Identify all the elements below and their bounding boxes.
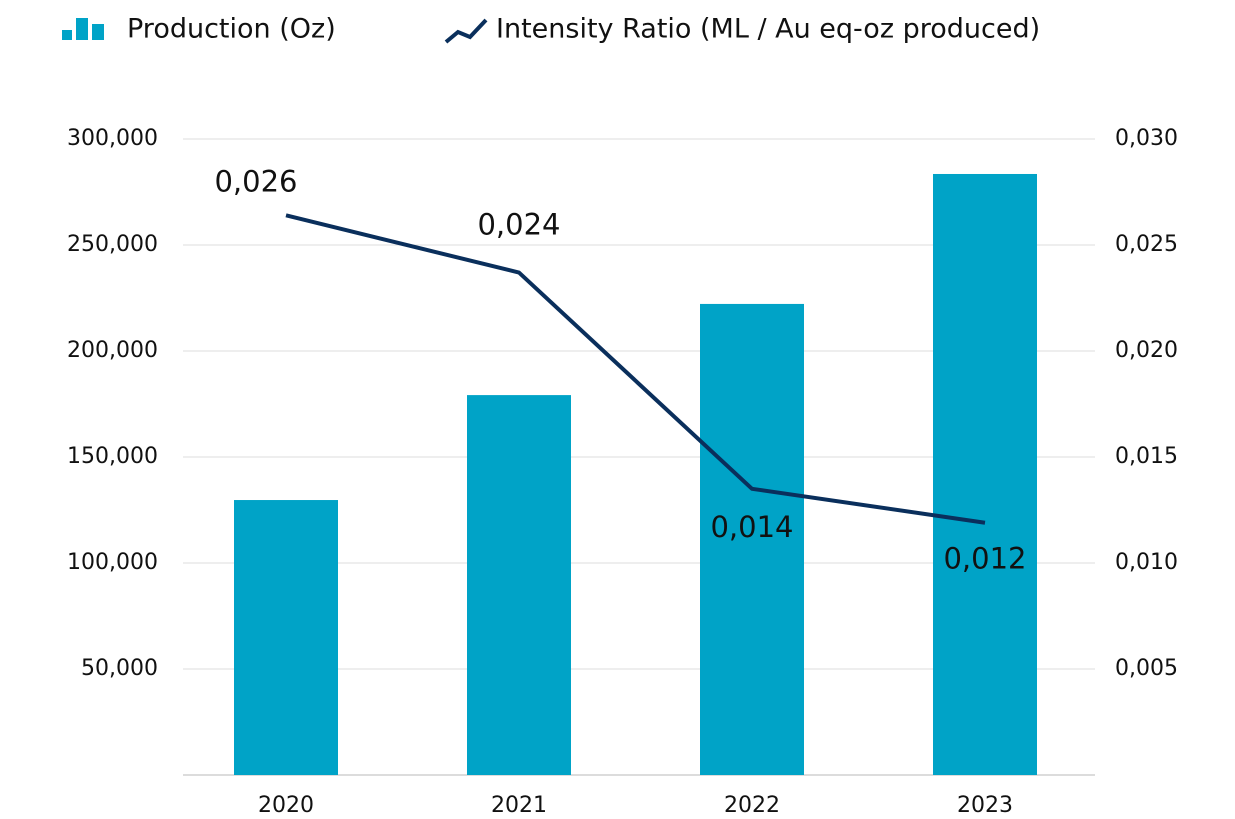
y-tick-label: 150,000 xyxy=(67,444,158,469)
x-tick-label: 2023 xyxy=(957,793,1013,818)
y2-tick-label: 0,020 xyxy=(1115,338,1178,363)
x-tick-label: 2022 xyxy=(724,793,780,818)
y-tick-label: 300,000 xyxy=(67,126,158,151)
legend-label: Production (Oz) xyxy=(127,14,336,45)
x-tick-label: 2021 xyxy=(491,793,547,818)
data-label: 0,014 xyxy=(710,510,793,544)
y2-tick-label: 0,030 xyxy=(1115,126,1178,151)
legend: Production (Oz) Intensity Ratio (ML / Au… xyxy=(62,14,1040,45)
bar xyxy=(234,500,338,775)
legend-icon xyxy=(444,18,488,44)
bar xyxy=(467,395,571,775)
line xyxy=(285,213,986,525)
legend-icon xyxy=(76,18,88,40)
data-label: 0,012 xyxy=(943,542,1026,576)
y-tick-label: 100,000 xyxy=(67,550,158,575)
y-tick-label: 250,000 xyxy=(67,232,158,257)
x-tick-label: 2020 xyxy=(258,793,314,818)
legend-icon xyxy=(62,30,72,40)
data-label: 0,026 xyxy=(214,164,297,198)
data-label: 0,024 xyxy=(477,208,560,242)
bar xyxy=(700,303,804,775)
legend-label: Intensity Ratio (ML / Au eq-oz produced) xyxy=(496,14,1040,45)
y2-tick-label: 0,005 xyxy=(1115,656,1178,681)
y-tick-label: 200,000 xyxy=(67,338,158,363)
y2-tick-label: 0,025 xyxy=(1115,232,1178,257)
bar xyxy=(933,173,1037,776)
legend-icon xyxy=(92,24,104,40)
y2-tick-label: 0,010 xyxy=(1115,550,1178,575)
y-tick-label: 50,000 xyxy=(81,656,158,681)
y2-tick-label: 0,015 xyxy=(1115,444,1178,469)
